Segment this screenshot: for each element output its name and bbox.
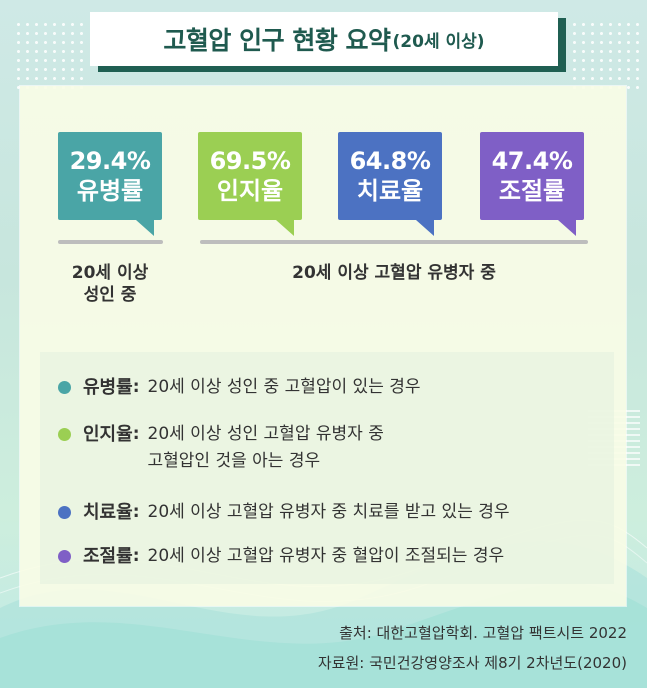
group-label-adults: 20세 이상 성인 중 xyxy=(50,262,170,306)
definition-term: 인지율 xyxy=(83,424,133,445)
stat-label: 치료율 xyxy=(356,177,424,205)
bullet-dot xyxy=(58,381,71,394)
group-label-patients-text: 20세 이상 고혈압 유병자 중 xyxy=(292,263,496,283)
bubble-tail xyxy=(558,220,576,236)
definition-line: 20세 이상 성인 중 고혈압이 있는 경우 xyxy=(147,377,421,397)
group-label-adults-line2: 성인 중 xyxy=(83,285,137,305)
definition-text: 20세 이상 고혈압 유병자 중 혈압이 조절되는 경우 xyxy=(148,543,505,570)
definition-colon: : xyxy=(132,546,140,566)
group-label-patients: 20세 이상 고혈압 유병자 중 xyxy=(200,262,588,284)
definition-line: 20세 이상 고혈압 유병자 중 혈압이 조절되는 경우 xyxy=(147,546,505,566)
stat-bubble-treatment: 64.8% 치료율 xyxy=(338,132,442,236)
bullet-dot xyxy=(58,428,71,441)
stat-bubble-prevalence: 29.4% 유병률 xyxy=(58,132,162,236)
stat-label: 조절률 xyxy=(498,177,566,205)
definition-control: 조절률 : 20세 이상 고혈압 유병자 중 혈압이 조절되는 경우 xyxy=(58,543,504,570)
definition-prevalence: 유병률 : 20세 이상 성인 중 고혈압이 있는 경우 xyxy=(58,374,421,401)
definition-colon: : xyxy=(132,377,140,397)
definition-term: 유병률 xyxy=(83,377,133,398)
bubble-tail xyxy=(276,220,294,236)
stat-label: 유병률 xyxy=(76,177,144,205)
stat-percent: 64.8% xyxy=(349,147,431,175)
definitions-box xyxy=(40,352,614,584)
bubble-tail xyxy=(416,220,434,236)
definition-awareness: 인지율 : 20세 이상 성인 고혈압 유병자 중 고혈압인 것을 아는 경우 xyxy=(58,421,384,475)
definition-colon: : xyxy=(132,424,140,444)
divider-adults xyxy=(58,240,163,244)
bullet-dot xyxy=(58,506,71,519)
definition-line: 고혈압인 것을 아는 경우 xyxy=(147,451,321,471)
definition-text: 20세 이상 고혈압 유병자 중 치료를 받고 있는 경우 xyxy=(148,499,510,526)
title-main: 고혈압 인구 현황 요약 xyxy=(163,26,391,55)
bullet-dot xyxy=(58,550,71,563)
group-label-adults-line1: 20세 이상 xyxy=(71,263,149,283)
definition-line: 20세 이상 고혈압 유병자 중 치료를 받고 있는 경우 xyxy=(147,502,510,522)
definition-text: 20세 이상 성인 중 고혈압이 있는 경우 xyxy=(148,374,421,401)
definition-line: 20세 이상 성인 고혈압 유병자 중 xyxy=(147,424,384,444)
definition-term: 조절률 xyxy=(83,546,133,567)
definition-term: 치료율 xyxy=(83,502,133,523)
stat-percent: 47.4% xyxy=(491,147,573,175)
decorative-dots xyxy=(570,20,640,90)
title-sub: (20세 이상) xyxy=(392,31,485,52)
divider-patients xyxy=(200,240,588,244)
stat-percent: 29.4% xyxy=(69,147,151,175)
data-source: 자료원: 국민건강영양조사 제8기 2차년도(2020) xyxy=(317,654,627,672)
bubble-tail xyxy=(136,220,154,236)
definition-text: 20세 이상 성인 고혈압 유병자 중 고혈압인 것을 아는 경우 xyxy=(148,421,384,475)
stat-bubble-awareness: 69.5% 인지율 xyxy=(198,132,302,236)
source-citation: 출처: 대한고혈압학회. 고혈압 팩트시트 2022 xyxy=(339,624,627,642)
decorative-dots xyxy=(14,20,84,90)
definition-colon: : xyxy=(132,502,140,522)
page-title: 고혈압 인구 현황 요약 (20세 이상) xyxy=(90,12,558,66)
definition-treatment: 치료율 : 20세 이상 고혈압 유병자 중 치료를 받고 있는 경우 xyxy=(58,499,510,526)
stat-percent: 69.5% xyxy=(209,147,291,175)
stat-label: 인지율 xyxy=(216,177,284,205)
stat-bubble-control: 47.4% 조절률 xyxy=(480,132,584,236)
